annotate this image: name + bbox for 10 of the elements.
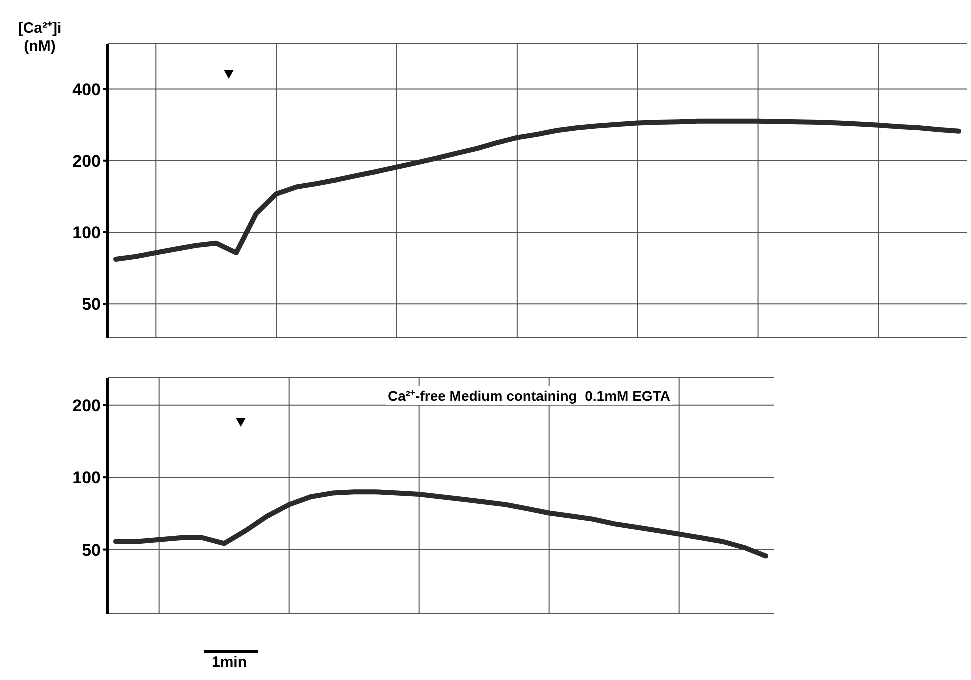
y-tick-label: 200 [72, 396, 101, 416]
annotation: Ca²⁺-free Medium containing 0.1mM EGTA [386, 386, 672, 405]
y-tick-label: 100 [72, 468, 101, 488]
y-tick-label: 50 [82, 540, 101, 560]
y-tick-label: 50 [82, 295, 101, 314]
y-tick-label: 100 [72, 224, 101, 243]
y-tick-label: 400 [72, 80, 101, 100]
text: 1min [212, 654, 248, 671]
y-axis-title: [Ca²⁺]i (nM) [17, 20, 63, 56]
y-tick-label: 200 [72, 152, 101, 171]
